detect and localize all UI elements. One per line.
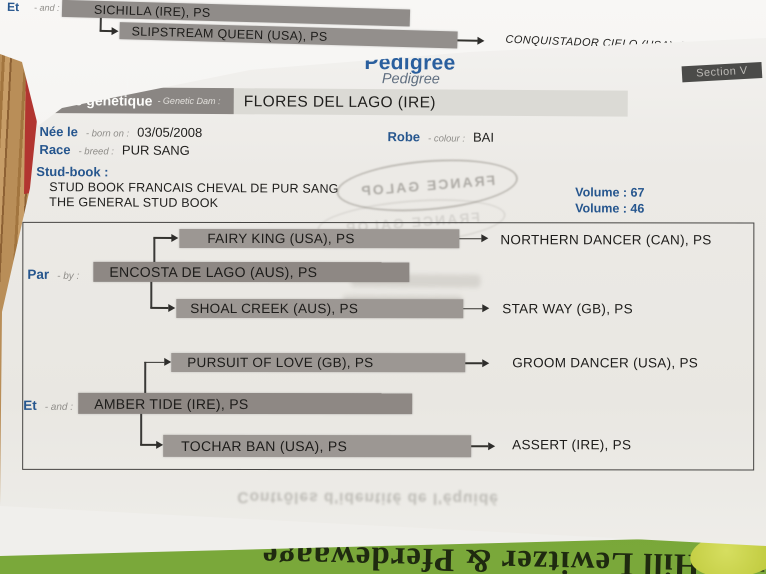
et-label-fr: Et	[23, 397, 37, 413]
tree-bar-dam: AMBER TIDE (IRE), PS	[78, 392, 413, 415]
page-subtitle: Pedigree	[381, 71, 440, 88]
colour-label-fr: Robe	[387, 129, 421, 145]
ancestor-arrow-line	[465, 362, 483, 364]
volume-2: Volume : 46	[575, 201, 645, 216]
sire-side-label: Par - by :	[27, 267, 79, 282]
connector-arrow-icon	[164, 357, 172, 366]
breed-label-en: - breed :	[78, 146, 114, 158]
connector-arrow-icon	[111, 26, 119, 35]
connector-line	[140, 443, 158, 446]
studbook-label: Stud-book :	[36, 163, 109, 180]
connector-line	[153, 236, 173, 239]
connector-line	[150, 306, 169, 309]
connector-line	[140, 413, 142, 445]
prev-tree-bar-1: SICHILLA (IRE), PS	[61, 0, 411, 27]
studbook-line-2: THE GENERAL STUD BOOK	[49, 195, 219, 211]
colour-value: BAI	[472, 129, 495, 145]
tree-bar-sire-dam: SHOAL CREEK (AUS), PS	[176, 298, 464, 319]
genetic-dam-name: FLORES DEL LAGO (IRE)	[243, 93, 436, 112]
ancestor-arrow-icon	[477, 36, 485, 45]
par-label-en: - by :	[57, 270, 80, 282]
et-label-en: - and :	[44, 401, 74, 413]
colour-row: Robe - colour : BAI	[387, 129, 494, 145]
connector-line	[150, 281, 152, 308]
ancestor-dam-dam: ASSERT (IRE), PS	[512, 437, 632, 453]
born-value: 03/05/2008	[137, 124, 203, 140]
volume-1: Volume : 67	[575, 185, 645, 200]
section-badge: Section V	[681, 61, 763, 83]
connector-line	[153, 237, 155, 263]
born-label-fr: Née le	[39, 123, 78, 140]
tree-bar-sire-sire: FAIRY KING (USA), PS	[179, 228, 460, 249]
par-label-fr: Par	[27, 266, 50, 282]
france-galop-stamp-text: FRANCE GALOP	[358, 171, 496, 199]
born-row: Née le - born on : 03/05/2008	[40, 124, 203, 140]
tree-bar-dam-sire: PURSUIT OF LOVE (GB), PS	[171, 352, 466, 373]
ancestor-sire-dam: STAR WAY (GB), PS	[502, 301, 633, 317]
breed-value: PUR SANG	[121, 142, 190, 158]
prev-et-label: Et	[6, 0, 20, 15]
connector-line	[144, 361, 146, 394]
ancestor-arrow-icon	[482, 304, 490, 313]
ancestor-sire-sire: NORTHERN DANCER (CAN), PS	[500, 232, 712, 248]
ancestor-dam-sire: GROOM DANCER (USA), PS	[512, 355, 699, 371]
connector-line	[144, 361, 165, 363]
dam-side-label: Et - and :	[23, 398, 73, 413]
ancestor-arrow-line	[457, 39, 478, 42]
genetic-dam-label-en: - Genetic Dam :	[157, 95, 221, 107]
prev-and-label: - and :	[33, 2, 60, 13]
ancestor-arrow-line	[463, 307, 483, 310]
breed-label-fr: Race	[39, 141, 71, 158]
breed-row: Race - breed : PUR SANG	[39, 142, 189, 158]
born-label-en: - born on :	[85, 128, 130, 140]
ancestor-arrow-icon	[482, 358, 490, 367]
connector-arrow-icon	[171, 233, 179, 242]
back-page-bleed-text: Contrôles d'identité de l'équidé	[237, 488, 499, 507]
pedigree-tree-box: FAIRY KING (USA), PS NORTHERN DANCER (CA…	[22, 221, 755, 471]
tree-bar-dam-dam: TOCHAR BAN (USA), PS	[163, 434, 472, 458]
ancestor-arrow-line	[459, 237, 482, 240]
tree-bar-sire: ENCOSTA DE LAGO (AUS), PS	[93, 261, 410, 283]
studbook-line-1: STUD BOOK FRANCAIS CHEVAL DE PUR SANG	[49, 180, 339, 196]
ancestor-arrow-icon	[481, 234, 489, 243]
ancestor-arrow-line	[471, 445, 489, 447]
connector-arrow-icon	[168, 303, 176, 312]
colour-label-en: - colour :	[427, 133, 466, 145]
connector-arrow-icon	[156, 440, 164, 449]
ancestor-arrow-icon	[488, 441, 496, 450]
